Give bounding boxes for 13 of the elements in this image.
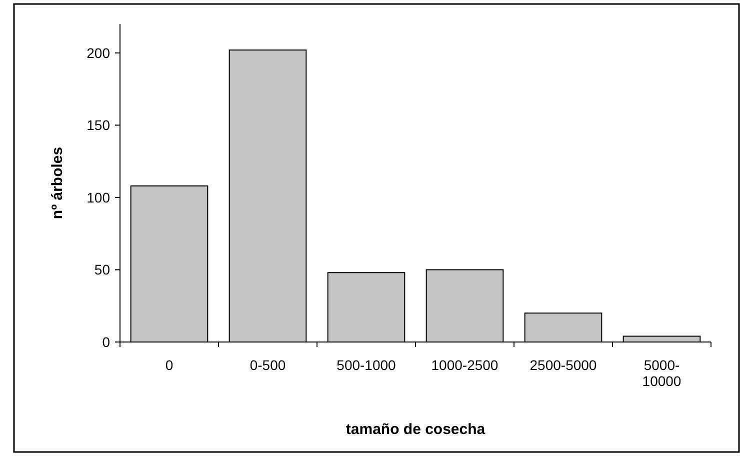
y-tick-label: 0 xyxy=(102,334,110,350)
x-tick-label: 500-1000 xyxy=(336,357,396,373)
y-tick-label: 200 xyxy=(86,44,110,61)
y-axis-title: nº árboles xyxy=(49,146,66,220)
x-tick-label: 2500-5000 xyxy=(530,357,597,373)
x-tick-label: 0-500 xyxy=(250,357,286,373)
y-tick-label: 100 xyxy=(86,189,110,206)
x-tick-label: 1000-2500 xyxy=(431,357,498,373)
x-tick-label: 0 xyxy=(165,357,174,373)
x-axis-title: tamaño de cosecha xyxy=(346,421,486,438)
y-tick-label: 50 xyxy=(94,262,110,278)
y-tick-label: 150 xyxy=(86,117,110,134)
x-tick-label: 5000-10000 xyxy=(642,357,682,390)
